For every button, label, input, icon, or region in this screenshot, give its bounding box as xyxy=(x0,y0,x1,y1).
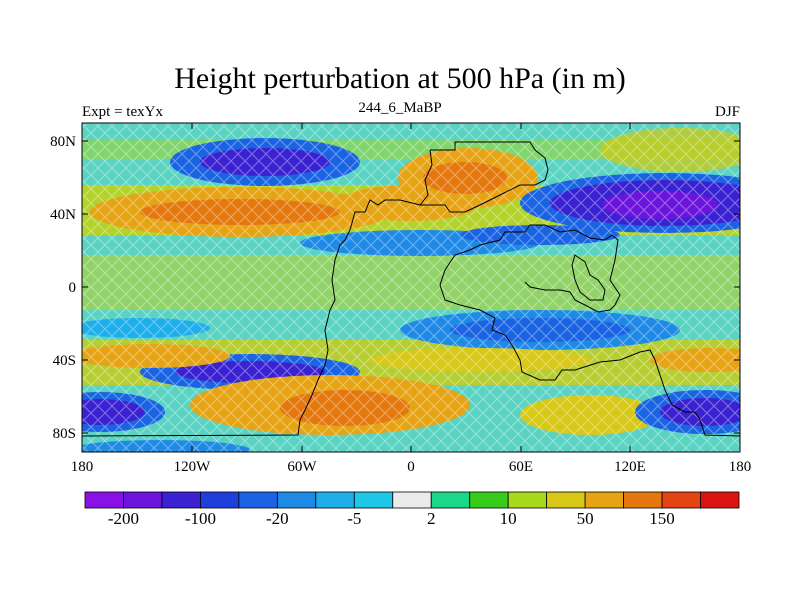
season-label: DJF xyxy=(714,104,740,120)
run-label: 244_6_MaBP xyxy=(358,100,442,116)
y-tick-label: 0 xyxy=(69,280,77,296)
colorbar-label: 10 xyxy=(500,509,517,528)
colorbar-label: -100 xyxy=(185,509,216,528)
colorbar-label: -20 xyxy=(266,509,289,528)
x-tick-label: 180 xyxy=(729,459,752,475)
colorbar-swatch xyxy=(392,491,432,509)
x-tick-label: 180 xyxy=(71,459,94,475)
colorbar-swatch xyxy=(507,491,548,509)
colorbar-swatch xyxy=(161,491,201,509)
colorbar-label: 50 xyxy=(577,509,594,528)
y-tick-label: 40S xyxy=(53,353,76,369)
colorbar-label: -200 xyxy=(108,509,139,528)
x-tick-label: 120E xyxy=(614,459,646,475)
x-tick-label: 60E xyxy=(509,459,533,475)
map-title: Height perturbation at 500 hPa (in m) xyxy=(174,62,626,95)
colorbar-swatch xyxy=(84,491,124,509)
x-tick-label: 120W xyxy=(174,459,212,475)
colorbar-swatch xyxy=(123,491,163,509)
colorbar-label: 150 xyxy=(649,509,675,528)
axis-ticks: 180 120W 60W 0 60E 120E 180 80N 40N 0 40S 80S xyxy=(50,123,751,475)
colorbar-swatch xyxy=(584,491,624,509)
x-tick-label: 0 xyxy=(407,459,415,475)
colorbar-swatch xyxy=(661,491,701,509)
colorbar-swatch xyxy=(546,491,586,509)
colorbar-swatch xyxy=(200,491,240,509)
coastline xyxy=(82,141,740,437)
colorbar-swatch xyxy=(623,491,663,509)
map-field xyxy=(82,123,740,452)
y-tick-label: 80N xyxy=(50,134,76,150)
colorbar-swatch xyxy=(315,491,355,509)
y-tick-label: 40N xyxy=(50,207,76,223)
colorbar-label: -5 xyxy=(347,509,361,528)
y-tick-label: 80S xyxy=(53,426,76,442)
colorbar-swatch xyxy=(469,491,509,509)
colorbar: -200 -100 -20 -5 2 10 50 150 xyxy=(84,491,740,528)
colorbar-label: 2 xyxy=(427,509,436,528)
experiment-label: Expt = texYx xyxy=(82,104,163,120)
x-tick-label: 60W xyxy=(287,459,317,475)
colorbar-swatch xyxy=(238,491,278,509)
colorbar-swatch xyxy=(353,491,394,509)
colorbar-swatch xyxy=(430,491,471,509)
colorbar-swatch xyxy=(276,491,317,509)
colorbar-swatch xyxy=(700,491,740,509)
